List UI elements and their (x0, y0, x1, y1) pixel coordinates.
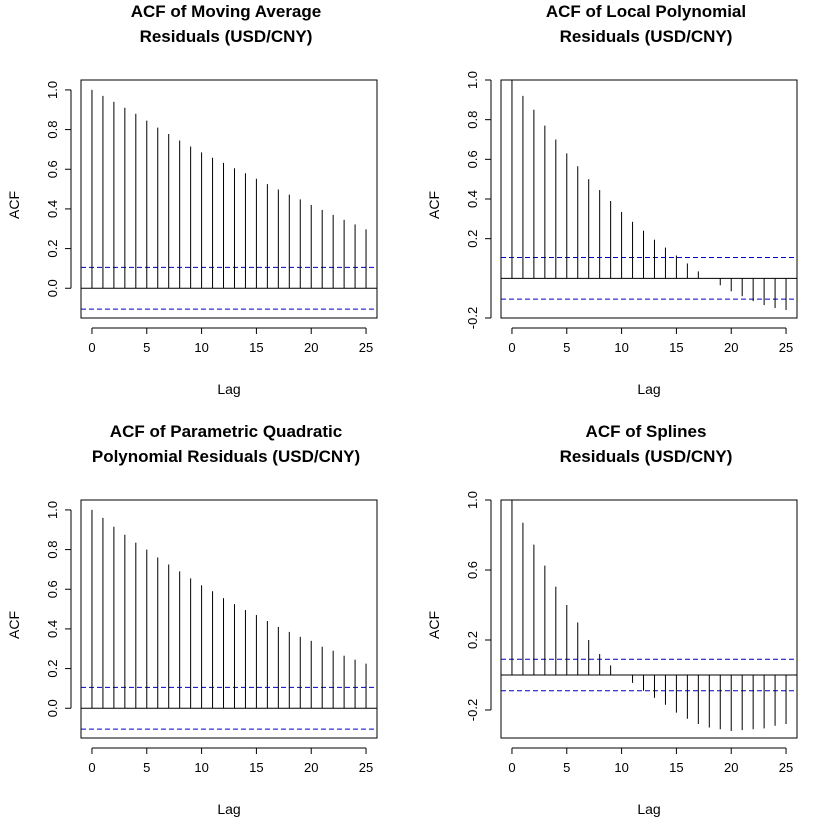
acf-bars (500, 79, 798, 319)
y-tick-label: 0.0 (45, 279, 60, 297)
y-axis-label: ACF (6, 191, 22, 219)
y-tick-label: 0.8 (45, 541, 60, 559)
y-tick-label: 0.4 (45, 200, 60, 218)
panel-title-line-2: Residuals (USD/CNY) (140, 27, 313, 46)
x-tick-label: 25 (359, 340, 373, 355)
y-tick-label: 0.8 (465, 111, 480, 129)
x-tick-label: 5 (143, 340, 150, 355)
x-axis-label: Lag (217, 381, 240, 397)
y-tick-label: 0.6 (45, 160, 60, 178)
plot-frame (500, 499, 798, 739)
y-tick-label: 0.8 (45, 121, 60, 139)
y-axis-label: ACF (426, 611, 442, 639)
panel-title-line-2: Residuals (USD/CNY) (560, 447, 733, 466)
y-tick-labels: 0.0 0.2 0.4 0.6 0.8 1.0 (45, 81, 72, 297)
x-tick-label: 25 (359, 760, 373, 775)
acf-panel-parametric-quadratic: ACF of Parametric Quadratic Polynomial R… (6, 422, 378, 817)
y-tick-label: -0.2 (465, 307, 480, 329)
panel-title-line-1: ACF of Splines (586, 422, 707, 441)
y-tick-label: 0.2 (465, 230, 480, 248)
y-tick-label: 0.6 (465, 561, 480, 579)
plot-frame (500, 79, 798, 319)
panel-title-line-2: Residuals (USD/CNY) (560, 27, 733, 46)
y-tick-labels: 0.0 0.2 0.4 0.6 0.8 1.0 (45, 501, 72, 717)
acf-panel-moving-average: ACF of Moving Average Residuals (USD/CNY… (6, 2, 378, 397)
plot-frame (80, 79, 378, 319)
x-tick-labels: 0 5 10 15 20 25 (88, 327, 373, 355)
x-tick-label: 25 (779, 340, 793, 355)
y-tick-label: 1.0 (45, 501, 60, 519)
y-tick-label: 0.4 (45, 620, 60, 638)
x-tick-label: 15 (669, 760, 683, 775)
x-tick-label: 15 (669, 340, 683, 355)
acf-panel-local-polynomial: ACF of Local Polynomial Residuals (USD/C… (426, 2, 798, 397)
acf-bars (80, 499, 378, 739)
x-tick-label: 5 (143, 760, 150, 775)
x-tick-label: 10 (194, 340, 208, 355)
y-tick-labels: -0.2 0.2 0.4 0.6 0.8 1.0 (465, 71, 492, 329)
acf-bars (500, 499, 798, 739)
x-tick-label: 10 (614, 340, 628, 355)
panel-title-line-1: ACF of Local Polynomial (546, 2, 746, 21)
plot-frame (80, 499, 378, 739)
panel-title-line-1: ACF of Moving Average (131, 2, 321, 21)
x-tick-label: 10 (194, 760, 208, 775)
x-tick-labels: 0 5 10 15 20 25 (508, 327, 793, 355)
x-tick-label: 20 (724, 340, 738, 355)
y-tick-label: 0.6 (465, 150, 480, 168)
y-tick-label: 0.6 (45, 580, 60, 598)
x-axis-label: Lag (217, 801, 240, 817)
x-tick-label: 20 (304, 340, 318, 355)
acf-panel-splines: ACF of Splines Residuals (USD/CNY) Lag A… (426, 422, 798, 817)
x-axis-label: Lag (637, 801, 660, 817)
y-tick-labels: -0.2 0.2 0.6 1.0 (465, 491, 492, 721)
x-tick-label: 0 (88, 760, 95, 775)
y-tick-label: 0.4 (465, 190, 480, 208)
y-axis-label: ACF (426, 191, 442, 219)
y-tick-label: -0.2 (465, 699, 480, 721)
y-tick-label: 0.0 (45, 699, 60, 717)
panel-title-line-1: ACF of Parametric Quadratic (110, 422, 342, 441)
x-tick-label: 5 (563, 340, 570, 355)
x-tick-labels: 0 5 10 15 20 25 (508, 747, 793, 775)
x-tick-labels: 0 5 10 15 20 25 (88, 747, 373, 775)
y-tick-label: 1.0 (45, 81, 60, 99)
x-tick-label: 5 (563, 760, 570, 775)
x-tick-label: 10 (614, 760, 628, 775)
x-tick-label: 25 (779, 760, 793, 775)
x-tick-label: 20 (724, 760, 738, 775)
panel-title-line-2: Polynomial Residuals (USD/CNY) (92, 447, 360, 466)
y-tick-label: 1.0 (465, 71, 480, 89)
acf-bars (80, 79, 378, 319)
x-axis-label: Lag (637, 381, 660, 397)
x-tick-label: 0 (508, 340, 515, 355)
x-tick-label: 20 (304, 760, 318, 775)
x-tick-label: 0 (508, 760, 515, 775)
x-tick-label: 15 (249, 340, 263, 355)
x-tick-label: 0 (88, 340, 95, 355)
y-tick-label: 1.0 (465, 491, 480, 509)
y-tick-label: 0.2 (465, 631, 480, 649)
x-tick-label: 15 (249, 760, 263, 775)
y-tick-label: 0.2 (45, 660, 60, 678)
y-tick-label: 0.2 (45, 240, 60, 258)
y-axis-label: ACF (6, 611, 22, 639)
